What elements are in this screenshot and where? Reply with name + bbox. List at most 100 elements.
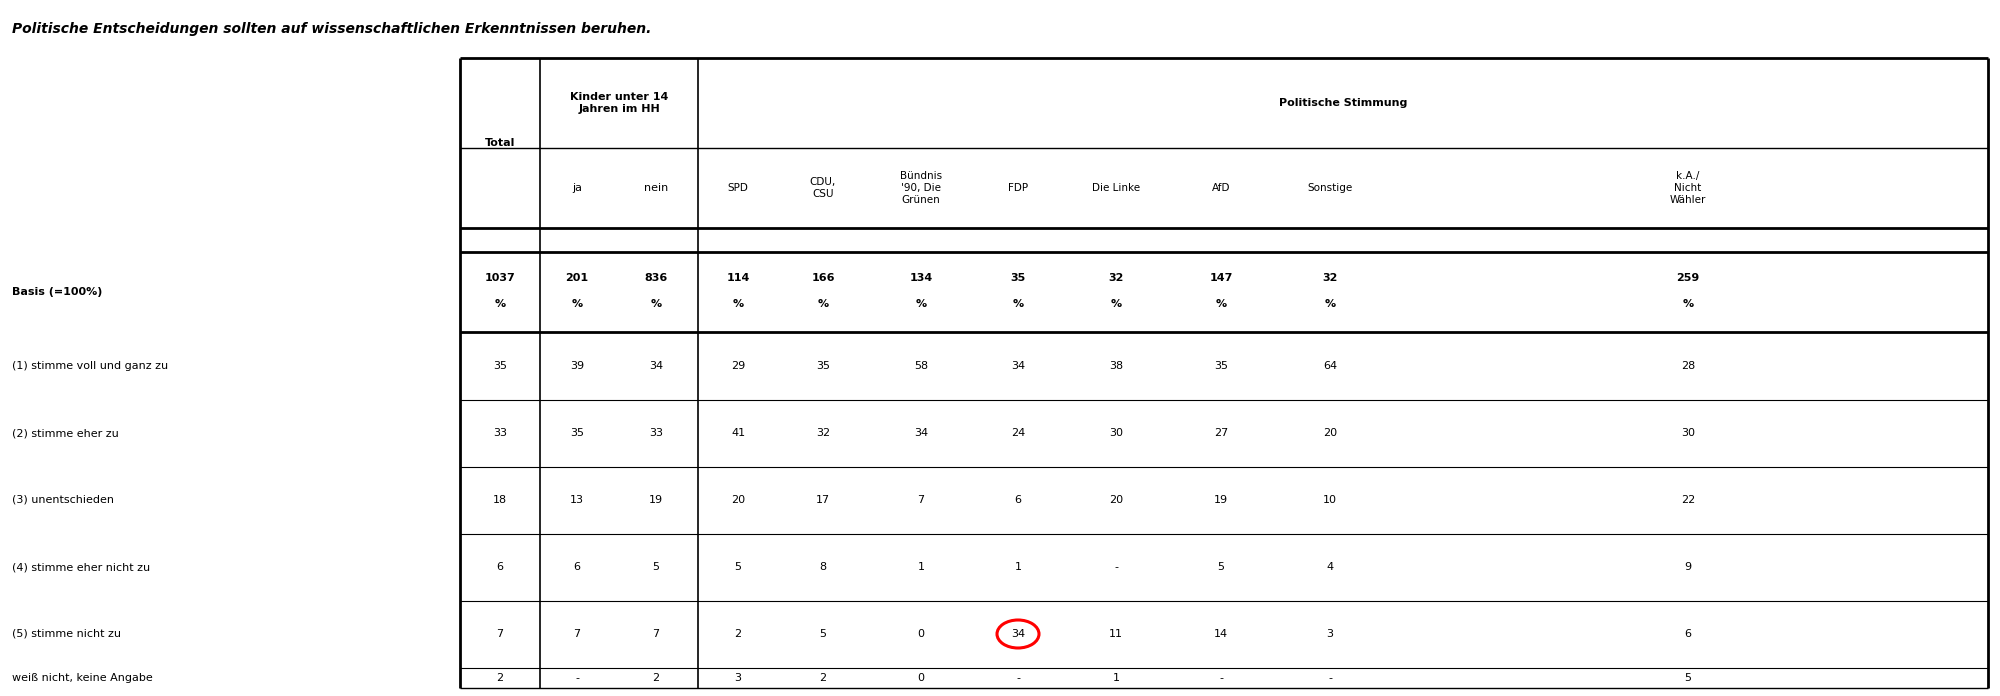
Text: 28: 28 [1680,361,1696,371]
Text: 18: 18 [492,495,508,505]
Text: CDU,
CSU: CDU, CSU [810,177,836,199]
Text: 0: 0 [918,629,924,639]
Text: 8: 8 [820,562,826,572]
Text: 19: 19 [1214,495,1228,505]
Text: 30: 30 [1108,428,1124,438]
Text: 58: 58 [914,361,928,371]
Text: 5: 5 [820,629,826,639]
Text: 7: 7 [652,629,660,639]
Text: (3) unentschieden: (3) unentschieden [12,495,114,505]
Text: %: % [818,299,828,309]
Text: 34: 34 [914,428,928,438]
Text: Total: Total [484,138,516,148]
Text: %: % [494,299,506,309]
Text: nein: nein [644,183,668,193]
Text: SPD: SPD [728,183,748,193]
Text: 2: 2 [496,673,504,683]
Text: 41: 41 [730,428,746,438]
Text: 13: 13 [570,495,584,505]
Text: Basis (=100%): Basis (=100%) [12,287,102,297]
Text: 0: 0 [918,673,924,683]
Text: 33: 33 [648,428,664,438]
Text: 35: 35 [492,361,508,371]
Text: 32: 32 [1322,273,1338,283]
Text: 34: 34 [1010,361,1026,371]
Text: 24: 24 [1010,428,1026,438]
Text: ja: ja [572,183,582,193]
Text: -: - [576,673,580,683]
Text: 34: 34 [648,361,664,371]
Text: 30: 30 [1680,428,1696,438]
Text: 2: 2 [652,673,660,683]
Text: 17: 17 [816,495,830,505]
Text: 11: 11 [1108,629,1124,639]
Text: -: - [1220,673,1224,683]
Text: 1: 1 [1112,673,1120,683]
Text: %: % [650,299,662,309]
Text: 7: 7 [918,495,924,505]
Text: 35: 35 [1010,273,1026,283]
Text: 4: 4 [1326,562,1334,572]
Text: 7: 7 [496,629,504,639]
Text: Kinder unter 14
Jahren im HH: Kinder unter 14 Jahren im HH [570,92,668,114]
Text: 20: 20 [1108,495,1124,505]
Text: FDP: FDP [1008,183,1028,193]
Text: 10: 10 [1324,495,1336,505]
Text: 19: 19 [648,495,664,505]
Text: %: % [572,299,582,309]
Text: 166: 166 [812,273,834,283]
Text: 20: 20 [1322,428,1338,438]
Text: Politische Stimmung: Politische Stimmung [1278,98,1408,108]
Text: 6: 6 [496,562,504,572]
Text: 20: 20 [730,495,746,505]
Text: 6: 6 [1684,629,1692,639]
Text: (4) stimme eher nicht zu: (4) stimme eher nicht zu [12,562,150,572]
Text: 1: 1 [1014,562,1022,572]
Text: %: % [1012,299,1024,309]
Text: 14: 14 [1214,629,1228,639]
Text: -: - [1328,673,1332,683]
Text: %: % [1324,299,1336,309]
Text: 6: 6 [1014,495,1022,505]
Text: %: % [732,299,744,309]
Text: 2: 2 [820,673,826,683]
Text: Die Linke: Die Linke [1092,183,1140,193]
Text: %: % [1682,299,1694,309]
Text: -: - [1114,562,1118,572]
Text: 3: 3 [734,673,742,683]
Text: 5: 5 [734,562,742,572]
Text: 134: 134 [910,273,932,283]
Text: 6: 6 [574,562,580,572]
Text: 22: 22 [1680,495,1696,505]
Text: 259: 259 [1676,273,1700,283]
Text: 5: 5 [1684,673,1692,683]
Text: 201: 201 [566,273,588,283]
Text: -: - [1016,673,1020,683]
Text: 9: 9 [1684,562,1692,572]
Text: %: % [1216,299,1226,309]
Text: 35: 35 [570,428,584,438]
Text: (5) stimme nicht zu: (5) stimme nicht zu [12,629,120,639]
Text: 27: 27 [1214,428,1228,438]
Text: (1) stimme voll und ganz zu: (1) stimme voll und ganz zu [12,361,168,371]
Text: 39: 39 [570,361,584,371]
Text: 35: 35 [816,361,830,371]
Text: 1037: 1037 [484,273,516,283]
Text: %: % [1110,299,1122,309]
Text: 1: 1 [918,562,924,572]
Text: 35: 35 [1214,361,1228,371]
Text: 836: 836 [644,273,668,283]
Text: 32: 32 [1108,273,1124,283]
Text: 32: 32 [816,428,830,438]
Text: 33: 33 [492,428,508,438]
Text: AfD: AfD [1212,183,1230,193]
Text: 3: 3 [1326,629,1334,639]
Text: 38: 38 [1108,361,1124,371]
Text: 147: 147 [1210,273,1232,283]
Text: 5: 5 [1218,562,1224,572]
Text: 5: 5 [652,562,660,572]
Text: weiß nicht, keine Angabe: weiß nicht, keine Angabe [12,673,152,683]
Text: (2) stimme eher zu: (2) stimme eher zu [12,428,118,438]
Text: 64: 64 [1322,361,1338,371]
Text: 2: 2 [734,629,742,639]
